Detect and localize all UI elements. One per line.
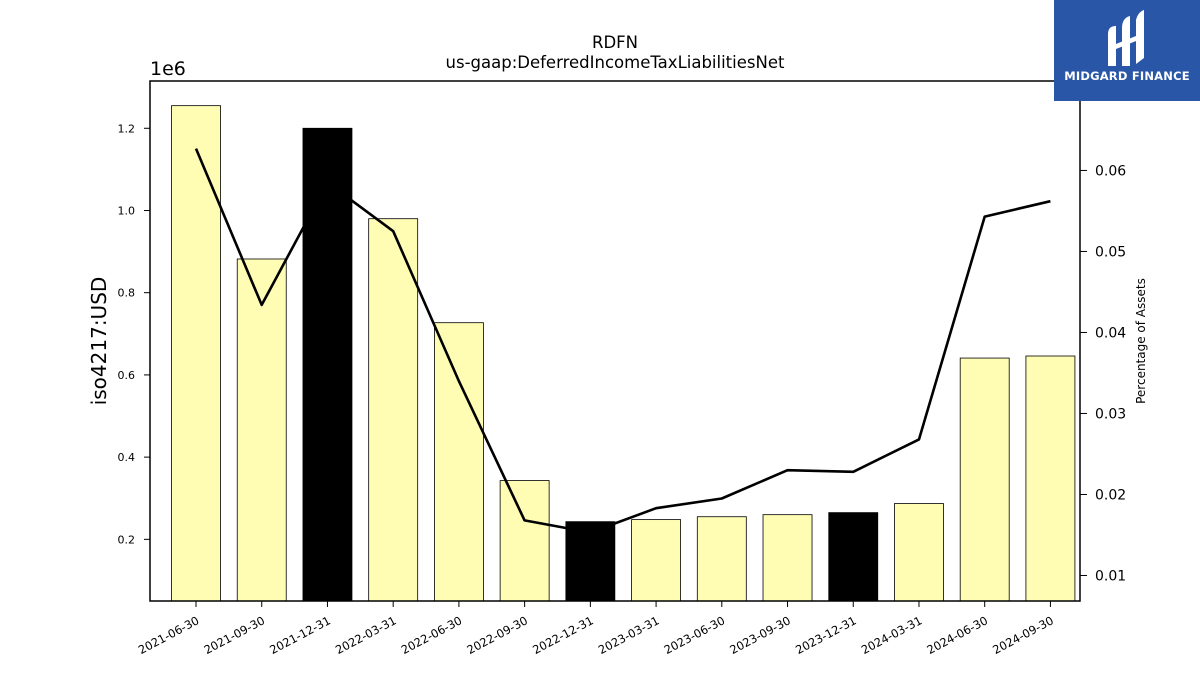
x-tick-label: 2023-06-30 [662,613,728,657]
y-tick-label: 0.8 [118,287,136,300]
bar [434,322,484,602]
x-tick-label: 2023-09-30 [727,613,793,657]
percentage-line [194,148,1051,534]
y2-tick-label: 0.01 [1095,568,1126,584]
bar [565,521,616,602]
plot-frame [149,80,1081,602]
y2-tick-label: 0.06 [1095,163,1126,179]
x-tick-label: 2022-03-31 [333,613,399,657]
y2-tick-label: 0.05 [1095,244,1126,260]
y-axis-label: iso4217:USD [87,277,111,406]
bar [828,512,879,602]
chart-subtitle: us-gaap:DeferredIncomeTaxLiabilitiesNet [446,53,785,72]
x-tick-label: 2024-09-30 [990,613,1056,657]
bar [302,127,353,602]
x-tick-label: 2024-06-30 [925,613,991,657]
x-tick-label: 2022-12-31 [530,613,596,657]
y-tick-label: 1.0 [118,204,136,217]
bar [894,503,944,602]
chart-title: RDFN [592,33,638,52]
y-tick-label: 1.2 [118,122,136,135]
y2-tick-label: 0.03 [1095,406,1126,422]
x-tick-label: 2022-06-30 [399,613,465,657]
y-tick-label: 0.2 [118,533,136,546]
x-tick-label: 2024-03-31 [859,613,925,657]
bar [631,519,681,602]
bar [171,105,221,602]
y-tick-label: 0.4 [118,451,136,464]
y2-axis-label: Percentage of Assets [1134,278,1148,404]
logo-mark-icon [1108,10,1144,66]
y-tick-label: 0.6 [118,369,136,382]
bar [236,258,287,602]
bar [368,218,419,602]
logo-text: MIDGARD FINANCE [1064,69,1190,83]
y2-tick-label: 0.02 [1095,487,1126,503]
y2-tick-label: 0.04 [1095,325,1126,341]
bar [959,357,1010,602]
x-tick-label: 2021-12-31 [267,613,333,657]
x-tick-label: 2023-12-31 [793,613,859,657]
y-offset-label: 1e6 [150,58,186,80]
x-tick-label: 2021-09-30 [202,613,268,657]
x-tick-label: 2021-06-30 [136,613,202,657]
bar [1025,355,1076,602]
bar [762,514,813,602]
bar [696,516,747,602]
x-tick-label: 2023-03-31 [596,613,662,657]
midgard-finance-logo: MIDGARD FINANCE [1054,0,1200,101]
bar [499,480,550,602]
x-tick-label: 2022-09-30 [464,613,530,657]
